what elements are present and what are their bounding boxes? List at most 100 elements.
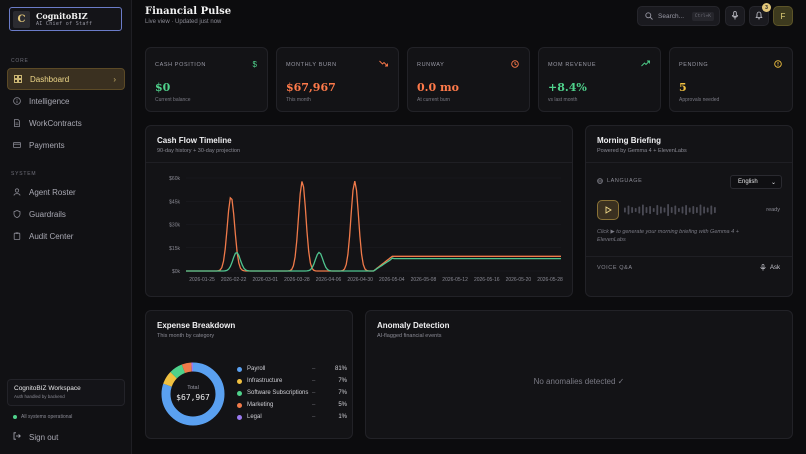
brand-logo-box[interactable]: C CognitoBIZ AI Chief of Staff xyxy=(9,7,122,31)
cashflow-subtitle: 90-day history + 30-day projection xyxy=(157,148,241,154)
kpi-card-runway: RUNWAY 0.0 mo At current burn xyxy=(407,47,530,112)
sidebar-item-dashboard[interactable]: Dashboard › xyxy=(7,68,125,90)
legend-swatch xyxy=(237,414,242,420)
waveform-bar xyxy=(642,204,644,216)
search-icon xyxy=(645,12,653,20)
divider xyxy=(586,256,792,257)
globe-icon xyxy=(597,178,603,184)
series-line-0 xyxy=(186,180,561,272)
sign-out-button[interactable]: Sign out xyxy=(13,432,58,442)
trend-down-icon xyxy=(379,60,388,69)
bell-icon xyxy=(755,7,763,25)
x-tick-label: 2026-05-08 xyxy=(411,277,437,283)
sidebar-item-payments[interactable]: Payments xyxy=(7,134,125,156)
legend-dash: – xyxy=(312,378,316,384)
expense-subtitle: This month by category xyxy=(157,333,215,339)
sidebar-item-agent-roster[interactable]: Agent Roster xyxy=(7,181,125,203)
y-tick-label: $0k xyxy=(172,269,181,275)
x-tick-label: 2026-04-06 xyxy=(316,277,342,283)
expense-card: Expense Breakdown This month by category… xyxy=(145,310,353,439)
divider xyxy=(146,162,572,163)
sidebar-item-workcontracts[interactable]: WorkContracts xyxy=(7,112,125,134)
waveform-bar xyxy=(692,206,695,214)
legend-pct: 81% xyxy=(334,366,347,372)
divider xyxy=(586,162,792,163)
notification-badge: 3 xyxy=(762,3,771,12)
waveform-bar xyxy=(624,207,626,213)
briefing-card: Morning Briefing Powered by Gemma 4 + El… xyxy=(585,125,793,297)
x-tick-label: 2026-05-04 xyxy=(379,277,405,283)
kpi-value: $67,967 xyxy=(286,81,336,94)
status-dot xyxy=(13,415,17,419)
sidebar-item-label: Audit Center xyxy=(29,231,74,241)
kpi-sub: At current burn xyxy=(417,97,451,103)
waveform-bar xyxy=(667,204,669,216)
waveform-bar xyxy=(631,207,633,213)
legend-pct: 1% xyxy=(338,414,347,420)
legend-name: Marketing xyxy=(247,402,274,408)
voice-qa-label: VOICE Q&A xyxy=(597,265,633,271)
sidebar-item-intelligence[interactable]: Intelligence xyxy=(7,90,125,112)
sidebar-item-label: Intelligence xyxy=(29,96,70,106)
briefing-title: Morning Briefing xyxy=(597,136,661,145)
page-subtitle: Live view · Updated just now xyxy=(145,19,222,25)
y-tick-label: $15k xyxy=(169,246,180,252)
sidebar-item-label: WorkContracts xyxy=(29,118,82,128)
workspace-name: CognitoBIZ Workspace xyxy=(14,385,81,392)
cashflow-card: Cash Flow Timeline 90-day history + 30-d… xyxy=(145,125,573,297)
waveform-bar xyxy=(699,204,702,216)
section-label-core: CORE xyxy=(11,58,29,64)
x-tick-label: 2026-01-25 xyxy=(189,277,215,283)
legend-swatch xyxy=(237,390,242,396)
audio-waveform xyxy=(624,204,716,216)
search-input[interactable]: Search... Ctrl+K xyxy=(637,6,720,26)
sidebar: C CognitoBIZ AI Chief of Staff CORE Dash… xyxy=(0,0,132,454)
workspace-card[interactable]: CognitoBIZ Workspace Auth handled by bac… xyxy=(7,379,125,406)
system-status: All systems operational xyxy=(13,414,72,420)
clock-icon xyxy=(511,60,519,70)
sidebar-item-audit-center[interactable]: Audit Center xyxy=(7,225,125,247)
kpi-label: CASH POSITION xyxy=(155,62,206,68)
microphone-button[interactable] xyxy=(725,6,745,26)
sidebar-item-label: Payments xyxy=(29,140,65,150)
waveform-bar xyxy=(638,206,641,214)
waveform-bar xyxy=(663,207,666,213)
avatar[interactable]: F xyxy=(773,6,793,26)
kpi-sub: This month xyxy=(286,97,311,103)
briefing-subtitle: Powered by Gemma 4 + ElevenLabs xyxy=(597,148,687,154)
page-title: Financial Pulse xyxy=(145,6,232,17)
language-label-text: LANGUAGE xyxy=(607,178,643,184)
user-icon xyxy=(13,188,21,196)
legend-item: Marketing – 5% xyxy=(237,402,347,408)
microphone-icon xyxy=(760,264,766,271)
card-icon xyxy=(13,141,21,149)
section-label-system: SYSTEM xyxy=(11,171,37,177)
cashflow-title: Cash Flow Timeline xyxy=(157,136,232,145)
legend-item: Legal – 1% xyxy=(237,414,347,420)
ask-button[interactable]: Ask xyxy=(760,264,780,271)
kpi-value: 0.0 mo xyxy=(417,81,459,94)
notifications-button[interactable]: 3 xyxy=(749,3,771,26)
legend-dash: – xyxy=(312,390,316,396)
workspace-sub: Auth handled by backend xyxy=(14,394,65,399)
donut-slice-4 xyxy=(161,362,225,426)
kpi-card-pending: PENDING 5 Approvals needed xyxy=(669,47,793,112)
search-placeholder: Search... xyxy=(658,12,685,20)
legend-swatch xyxy=(237,378,242,384)
legend-pct: 7% xyxy=(338,390,347,396)
language-select[interactable]: English ⌄ xyxy=(730,175,782,189)
waveform-bar xyxy=(674,205,677,215)
kpi-value: +8.4% xyxy=(548,81,587,94)
sidebar-item-guardrails[interactable]: Guardrails xyxy=(7,203,125,225)
waveform-bar xyxy=(696,207,698,213)
waveform-bar xyxy=(649,206,651,214)
waveform-bar xyxy=(656,205,659,215)
kpi-card-mom-revenue: MOM REVENUE +8.4% vs last month xyxy=(538,47,661,112)
waveform-bar xyxy=(652,208,655,212)
play-briefing-button[interactable] xyxy=(597,200,619,220)
microphone-icon xyxy=(731,7,739,25)
cashflow-chart: $60k $45k $30k $15k $0k 2026-01-25 2026-02-22 2… xyxy=(169,176,563,283)
y-tick-label: $60k xyxy=(169,176,180,182)
dollar-icon: $ xyxy=(252,60,257,69)
kpi-label: MOM REVENUE xyxy=(548,62,597,68)
